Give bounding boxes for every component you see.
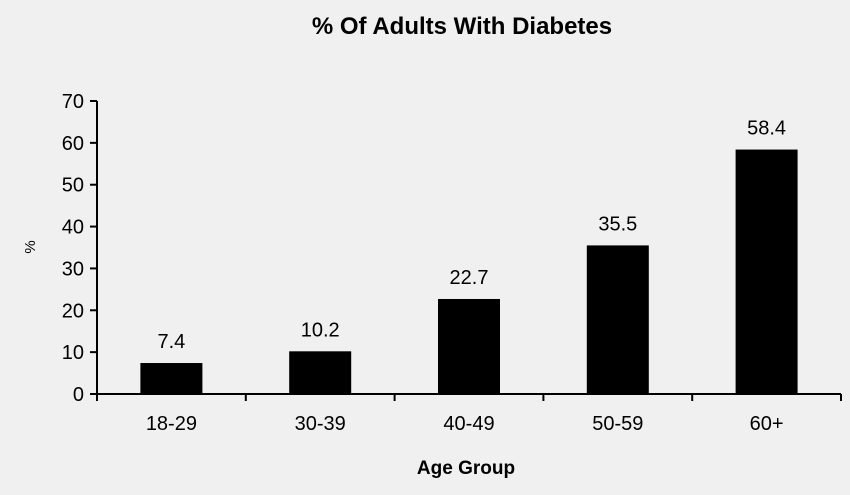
y-tick-label: 60 xyxy=(62,133,84,155)
x-tick-label: 18-29 xyxy=(146,413,197,435)
bar-60+ xyxy=(735,149,798,394)
x-tick-label: 30-39 xyxy=(295,413,346,435)
y-tick-label: 50 xyxy=(62,175,84,197)
bar-18-29 xyxy=(140,363,203,394)
x-axis-label: Age Group xyxy=(417,458,515,479)
y-tick-label: 70 xyxy=(62,91,84,113)
y-tick-label: 10 xyxy=(62,342,84,364)
x-tick-label: 60+ xyxy=(750,413,784,435)
x-tick-label: 50-59 xyxy=(592,413,643,435)
bar-value-label: 35.5 xyxy=(598,213,637,235)
y-axis-label: % xyxy=(22,240,39,253)
bar-value-label: 58.4 xyxy=(747,118,786,140)
bar-30-39 xyxy=(289,351,352,394)
bar-value-label: 22.7 xyxy=(450,267,489,289)
y-tick-label: 30 xyxy=(62,258,84,280)
x-tick-label: 40-49 xyxy=(443,413,494,435)
y-tick-label: 40 xyxy=(62,217,84,239)
bar-value-label: 7.4 xyxy=(157,331,185,353)
chart-title: % Of Adults With Diabetes xyxy=(312,13,612,40)
bar-value-label: 10.2 xyxy=(301,319,340,341)
y-tick-label: 0 xyxy=(73,384,84,406)
bar-50-59 xyxy=(586,245,649,394)
bar-40-49 xyxy=(438,298,500,394)
y-tick-label: 20 xyxy=(62,300,84,322)
